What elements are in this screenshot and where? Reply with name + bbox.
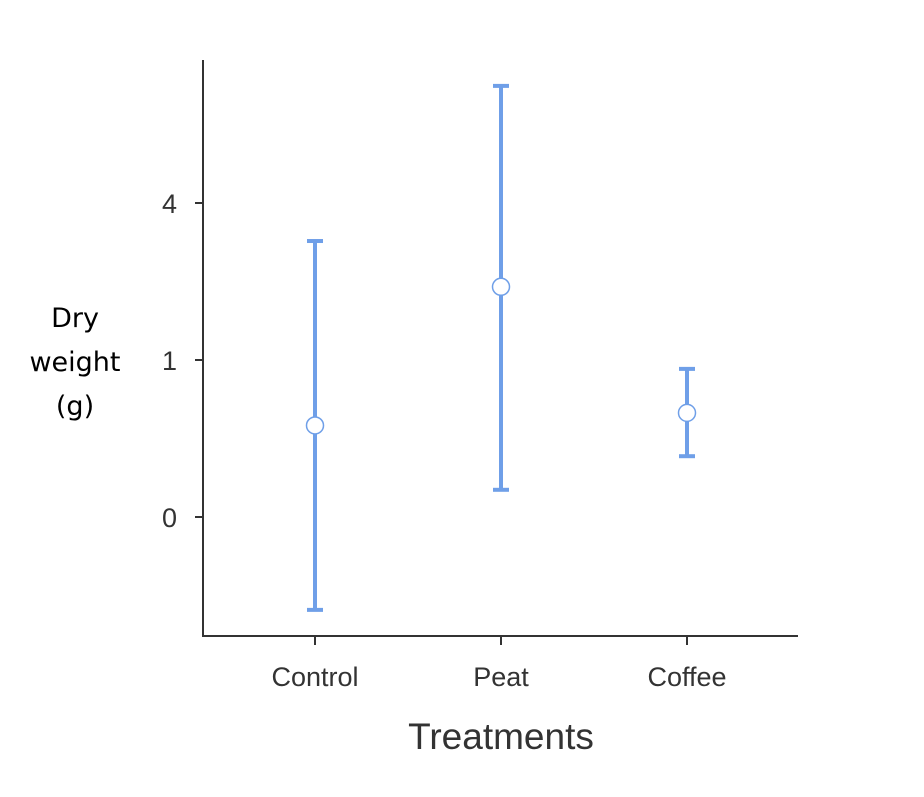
errorbar-peat [491,83,511,492]
x-tick-label: Peat [473,662,529,692]
x-axis-label: Treatments [408,716,594,757]
y-tick-label: 4 [162,189,177,219]
mean-point [305,416,325,435]
x-tick-label: Control [271,662,358,692]
x-tick-label: Coffee [647,662,726,692]
y-tick-label: 0 [162,503,177,533]
y-axis-label-line-1: Dry [51,303,99,334]
errorbar-coffee [677,366,697,459]
mean-point [491,277,511,297]
y-tick-label: 1 [162,346,177,376]
errorbar-control [305,239,325,612]
mean-point [677,403,697,423]
y-axis-label-line-3: (g) [56,391,94,422]
y-axis-label-line-2: weight [29,347,120,378]
